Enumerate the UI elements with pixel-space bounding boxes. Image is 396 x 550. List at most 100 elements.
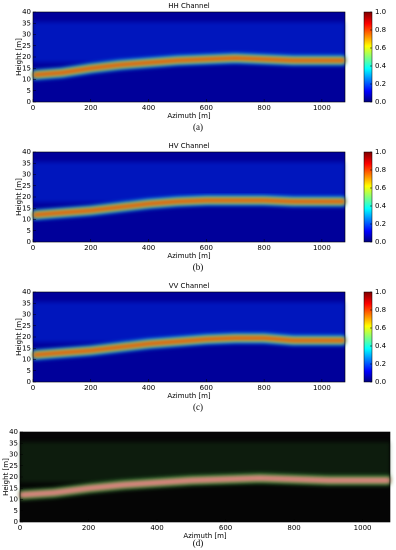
y-tick-label: 20 xyxy=(22,333,31,341)
y-tick-label: 35 xyxy=(9,439,18,447)
y-tick-label: 30 xyxy=(22,311,31,319)
colorbar-tick-label: 0.2 xyxy=(375,360,386,368)
colorbar-tick-label: 0.4 xyxy=(375,202,387,210)
y-tick-label: 20 xyxy=(22,53,31,61)
x-tick-label: 400 xyxy=(150,524,163,532)
plot-title: VV Channel xyxy=(169,282,210,290)
y-tick-label: 10 xyxy=(22,76,31,84)
y-tick-label: 40 xyxy=(9,428,18,436)
x-tick-label: 600 xyxy=(200,384,213,392)
x-tick-label: 200 xyxy=(82,524,95,532)
y-tick-label: 35 xyxy=(22,299,31,307)
colorbar-tick-label: 0.8 xyxy=(375,166,386,174)
plot-title: HH Channel xyxy=(168,2,210,10)
y-tick-label: 0 xyxy=(27,378,31,386)
y-tick-label: 25 xyxy=(22,42,31,50)
y-tick-label: 30 xyxy=(22,31,31,39)
x-tick-label: 600 xyxy=(219,524,232,532)
y-tick-label: 25 xyxy=(22,182,31,190)
x-tick-label: 0 xyxy=(18,524,22,532)
y-axis-label: Height [m] xyxy=(2,458,10,496)
y-tick-label: 15 xyxy=(9,484,18,492)
x-tick-label: 800 xyxy=(257,384,270,392)
y-tick-label: 30 xyxy=(9,451,18,459)
y-tick-label: 30 xyxy=(22,171,31,179)
x-tick-label: 1000 xyxy=(313,244,331,252)
y-tick-label: 20 xyxy=(9,473,18,481)
y-tick-label: 0 xyxy=(27,98,31,106)
x-tick-label: 0 xyxy=(31,384,35,392)
y-tick-label: 15 xyxy=(22,64,31,72)
y-axis-label: Height [m] xyxy=(15,38,23,76)
colorbar-tick-label: 0.8 xyxy=(375,26,386,34)
x-axis-label: Azimuth [m] xyxy=(167,112,211,120)
y-axis-label: Height [m] xyxy=(15,318,23,356)
caption: (b) xyxy=(193,262,204,272)
y-tick-label: 5 xyxy=(27,87,31,95)
colorbar-tick-label: 0.6 xyxy=(375,184,387,192)
colorbar-tick-label: 0.6 xyxy=(375,44,387,52)
x-tick-label: 1000 xyxy=(313,104,331,112)
y-axis-label: Height [m] xyxy=(15,178,23,216)
y-tick-label: 20 xyxy=(22,193,31,201)
x-tick-label: 400 xyxy=(142,384,155,392)
colorbar-tick-label: 0.0 xyxy=(375,98,386,106)
x-axis-label: Azimuth [m] xyxy=(183,532,227,540)
x-axis-label: Azimuth [m] xyxy=(167,252,211,260)
colorbar-tick-label: 0.2 xyxy=(375,80,386,88)
x-tick-label: 600 xyxy=(200,244,213,252)
x-tick-label: 600 xyxy=(200,104,213,112)
haze xyxy=(33,162,345,203)
plot-title: HV Channel xyxy=(168,142,209,150)
y-tick-label: 35 xyxy=(22,159,31,167)
y-tick-label: 40 xyxy=(22,8,31,16)
ridge xyxy=(32,56,345,77)
x-tick-label: 800 xyxy=(257,244,270,252)
x-tick-label: 1000 xyxy=(313,384,331,392)
colorbar-tick-label: 1.0 xyxy=(375,148,386,156)
colorbar-tick-label: 0.0 xyxy=(375,238,386,246)
y-tick-label: 40 xyxy=(22,148,31,156)
x-tick-label: 400 xyxy=(142,244,155,252)
colorbar-tick-label: 0.4 xyxy=(375,62,387,70)
colorbar-tick-label: 0.8 xyxy=(375,306,386,314)
ridge xyxy=(32,198,345,217)
x-tick-label: 200 xyxy=(84,104,97,112)
x-tick-label: 0 xyxy=(31,104,35,112)
x-tick-label: 200 xyxy=(84,244,97,252)
x-tick-label: 800 xyxy=(257,104,270,112)
y-tick-label: 35 xyxy=(22,19,31,27)
y-tick-label: 5 xyxy=(27,227,31,235)
caption: (c) xyxy=(193,402,203,412)
x-tick-label: 1000 xyxy=(354,524,372,532)
y-tick-label: 5 xyxy=(27,367,31,375)
x-tick-label: 800 xyxy=(287,524,300,532)
ridge xyxy=(19,477,390,496)
y-tick-label: 15 xyxy=(22,344,31,352)
colorbar-tick-label: 1.0 xyxy=(375,288,386,296)
colorbar-tick-label: 1.0 xyxy=(375,8,386,16)
y-tick-label: 40 xyxy=(22,288,31,296)
colorbar-tick-label: 0.0 xyxy=(375,378,386,386)
y-tick-label: 0 xyxy=(27,238,31,246)
y-tick-label: 5 xyxy=(14,507,18,515)
x-tick-label: 400 xyxy=(142,104,155,112)
y-tick-label: 10 xyxy=(22,356,31,364)
colorbar-tick-label: 0.6 xyxy=(375,324,387,332)
y-tick-label: 10 xyxy=(9,496,18,504)
y-tick-label: 10 xyxy=(22,216,31,224)
colorbar xyxy=(363,151,373,243)
y-tick-label: 25 xyxy=(9,462,18,470)
colorbar xyxy=(363,11,373,103)
caption: (a) xyxy=(193,122,203,132)
x-axis-label: Azimuth [m] xyxy=(167,392,211,400)
ridge xyxy=(32,336,345,357)
y-tick-label: 25 xyxy=(22,322,31,330)
y-tick-label: 15 xyxy=(22,204,31,212)
x-tick-label: 0 xyxy=(31,244,35,252)
y-tick-label: 0 xyxy=(14,518,18,526)
haze xyxy=(33,302,345,343)
colorbar-tick-label: 0.2 xyxy=(375,220,386,228)
caption: (d) xyxy=(193,538,204,548)
x-tick-label: 200 xyxy=(84,384,97,392)
